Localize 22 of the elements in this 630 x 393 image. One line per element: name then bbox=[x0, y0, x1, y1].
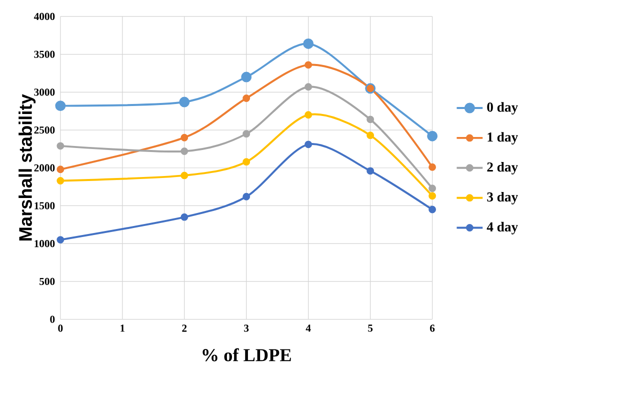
x-tick-label: 6 bbox=[430, 324, 435, 332]
x-tick-label: 5 bbox=[368, 324, 373, 332]
y-tick-label: 500 bbox=[40, 278, 55, 286]
x-tick-label: 4 bbox=[306, 324, 311, 332]
y-tick-label: 3000 bbox=[34, 88, 55, 96]
y-tick-label: 2000 bbox=[34, 164, 55, 172]
x-tick-label: 2 bbox=[182, 324, 187, 332]
x-tick-label: 0 bbox=[58, 324, 63, 332]
legend-label: 2 day bbox=[487, 162, 518, 175]
y-tick-label: 1000 bbox=[34, 240, 55, 248]
y-tick-label: 3500 bbox=[34, 50, 55, 58]
legend-label: 1 day bbox=[488, 132, 518, 145]
legend-label: 4 day bbox=[486, 222, 518, 234]
y-tick-label: 2500 bbox=[34, 126, 55, 134]
legend-label: 0 day bbox=[487, 102, 518, 115]
x-tick-label: 1 bbox=[120, 324, 124, 332]
legend-label: 3 day bbox=[487, 192, 518, 205]
y-tick-label: 0 bbox=[50, 316, 55, 324]
y-tick-label: 1500 bbox=[34, 202, 55, 210]
x-axis-title: % of LDPE bbox=[202, 348, 291, 362]
y-tick-label: 4000 bbox=[34, 13, 55, 20]
x-tick-label: 3 bbox=[244, 324, 249, 332]
